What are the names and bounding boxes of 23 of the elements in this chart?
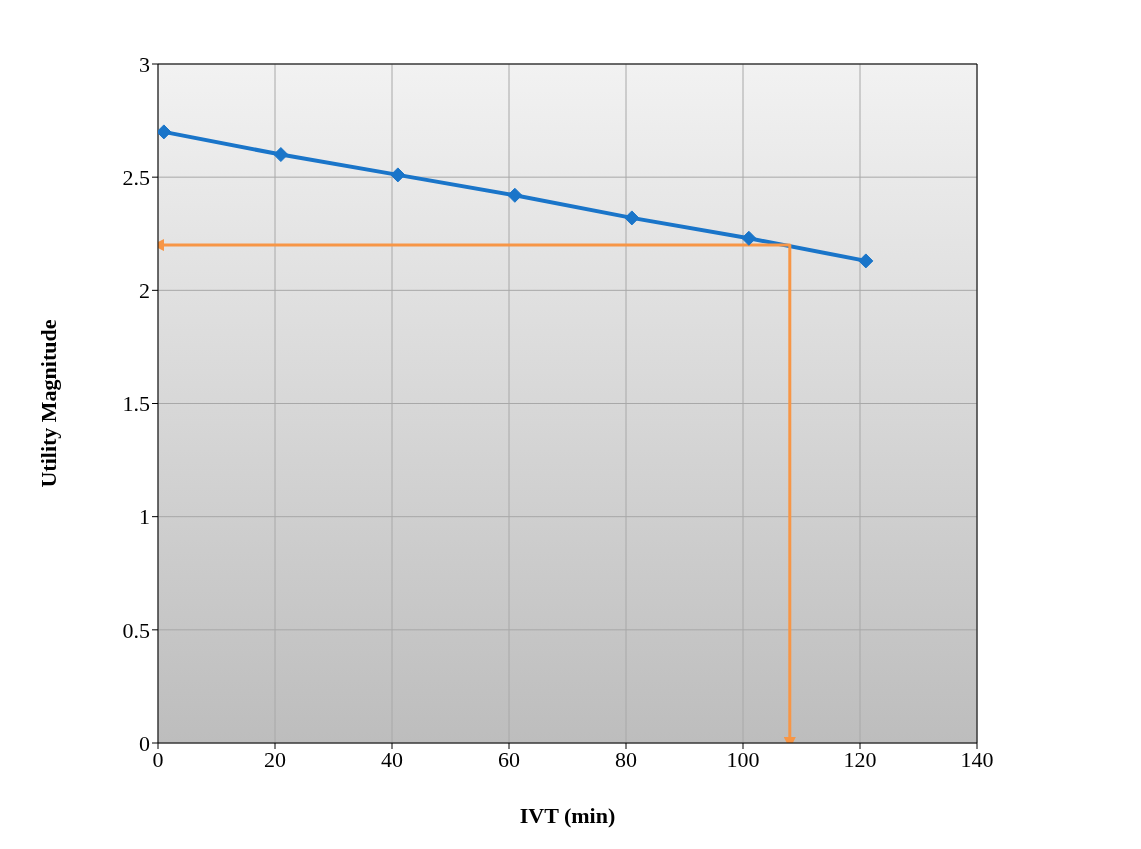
y-tick-label: 1.5 (122, 391, 150, 417)
point (507, 187, 523, 203)
y-tick-label: 0 (139, 730, 150, 756)
point (273, 147, 289, 163)
y-tick-label: 0.5 (122, 617, 150, 643)
y-axis-title: Utility Magnitude (35, 319, 61, 488)
x-tick-label: 20 (264, 746, 286, 772)
y-tick-label: 2.5 (122, 164, 150, 190)
y-tick-label: 2 (139, 278, 150, 304)
point (158, 124, 172, 140)
point (624, 210, 640, 226)
x-tick-label: 140 (960, 746, 994, 772)
y-tick-label: 1 (139, 504, 150, 530)
x-tick-label: 80 (615, 746, 637, 772)
point (741, 230, 757, 246)
point (858, 253, 874, 269)
x-tick-label: 60 (498, 746, 520, 772)
x-tick-label: 40 (381, 746, 403, 772)
x-tick-label: 120 (843, 746, 877, 772)
y-tick-label: 3 (139, 51, 150, 77)
x-tick-label: 100 (726, 746, 760, 772)
point (390, 167, 406, 183)
x-axis-title: IVT (min) (519, 803, 616, 828)
